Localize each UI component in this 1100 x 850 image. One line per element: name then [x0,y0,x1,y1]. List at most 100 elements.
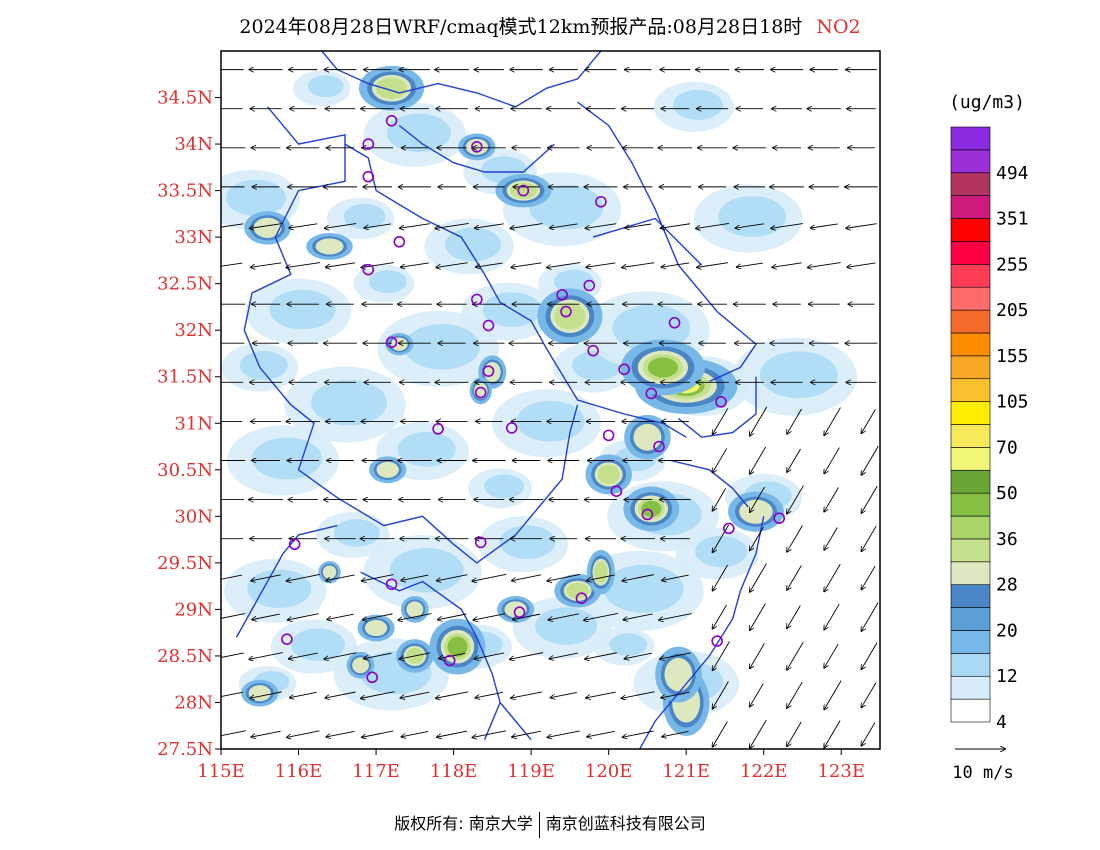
city-stations [281,115,786,684]
wind-arrow [787,565,802,590]
wind-arrow [361,691,395,699]
lon-label: 118E [430,761,478,782]
wind-arrow [808,262,841,268]
concentration-hotspot [641,500,662,517]
lat-label: 29.5N [157,553,213,574]
wind-arrow [286,262,321,268]
map-frame [220,50,881,750]
legend-swatch [950,126,991,151]
station-marker [471,141,483,153]
concentration-region [343,203,386,230]
wind-arrow [625,652,652,658]
wind-arrow [713,681,729,709]
wind-arrow [584,613,618,620]
wind-arrow [400,691,430,698]
concentration-region [672,89,723,120]
legend-label: 351 [996,209,1029,230]
station-marker [645,387,658,400]
concentration-hotspot [352,657,369,674]
wind-arrow [435,223,469,228]
wind-arrow [325,223,357,229]
wind-arrow [662,731,689,736]
wind-arrow [252,613,280,620]
boundary-line [592,217,703,266]
wind-arrow [661,691,690,698]
wind-vectors [221,70,879,749]
lon-label: 117E [352,761,400,782]
wind-arrow [325,691,356,698]
lat-label: 32N [174,320,213,341]
station-marker [362,263,375,276]
wind-arrow [811,223,838,228]
wind-arrow [861,565,876,589]
station-marker [610,485,623,498]
legend-swatch [950,264,991,288]
station-marker [288,538,301,551]
lon-label: 122E [740,761,788,782]
legend-swatch [950,675,991,700]
concentration-region [499,525,556,560]
wind-arrow [475,223,504,228]
legend-swatch [950,378,991,402]
wind-arrow [221,223,244,228]
wind-arrow [713,721,728,746]
concentration-hotspot [390,337,408,351]
lat-label: 34.5N [157,88,213,109]
concentration-region [484,474,525,499]
wind-arrow [623,613,653,620]
legend-swatch [950,355,991,380]
concentration-hotspot [315,238,344,255]
concentration-hotspot [483,362,501,383]
station-marker [723,522,735,535]
wind-arrow [771,223,803,229]
wind-arrow [326,574,355,581]
wind-arrow [750,643,765,669]
legend-swatch [950,698,991,723]
wind-arrow [696,223,730,228]
legend-label: 12 [996,666,1018,687]
boundary-line [677,376,757,438]
station-marker [474,386,487,399]
longitude-axis: 115E 116E 117E 118E 119E 120E 121E 122E 123E [197,749,865,782]
wind-arrow [474,652,505,659]
station-marker [393,235,406,248]
legend-label: 28 [996,575,1018,596]
concentration-hotspot [248,685,271,702]
wind-arrow [750,603,766,631]
boundary-line [344,143,687,438]
wind-arrow [401,262,429,267]
wind-arrow [221,652,244,658]
wind-arrow [622,691,655,699]
station-marker [641,508,654,521]
wind-arrow [661,223,691,228]
station-marker [366,671,378,684]
lon-label: 121E [662,761,710,782]
footer-separator [538,811,540,838]
wind-arrow [787,681,803,708]
wind-arrow [750,526,764,550]
station-marker [595,195,607,208]
wind-arrow [548,613,580,620]
concentration-region [609,633,648,657]
legend-label: 20 [996,620,1018,641]
station-marker [773,512,786,524]
wind-arrow [787,605,801,628]
wind-arrow [750,486,765,512]
concentration-hotspot [633,423,662,451]
wind-arrow [660,652,691,659]
wind-arrow [438,613,467,620]
wind-arrow [861,525,877,551]
boundary-line [321,51,602,108]
reference-label: 10 m/s [952,763,1013,783]
page-title: 2024年08月28日WRF/cmaq模式12km预报产品:08月28日18时 N… [0,12,1100,39]
wind-arrow [750,683,764,706]
wind-arrow [512,730,541,737]
wind-arrow [437,574,468,581]
wind-arrow [587,574,615,581]
legend-label: 494 [996,163,1029,184]
wind-arrow [399,652,431,659]
legend-swatch [950,401,991,425]
station-marker [653,440,665,453]
station-marker [385,115,398,127]
wind-arrow [585,223,617,229]
